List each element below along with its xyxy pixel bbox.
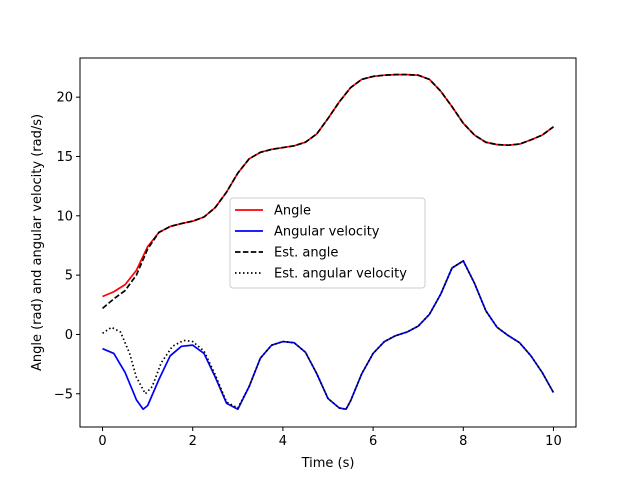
x-tick-label: 8 xyxy=(459,434,467,449)
legend-label: Angular velocity xyxy=(274,225,380,240)
x-ticks: 0 2 4 6 8 10 xyxy=(98,427,562,449)
series-line-3 xyxy=(102,73,554,310)
y-tick-label: 0 xyxy=(65,328,73,343)
x-tick-label: 10 xyxy=(545,434,562,449)
legend: Angle Angular velocity Est. angle Est. angu… xyxy=(229,197,426,289)
y-tick-label: 5 xyxy=(65,269,73,284)
series-line-4 xyxy=(102,260,555,411)
y-tick-label: 20 xyxy=(56,91,73,106)
legend-label: Est. angle xyxy=(274,246,338,261)
legend-label: Angle xyxy=(274,204,311,219)
x-tick-label: 2 xyxy=(189,434,197,449)
plot-frame xyxy=(79,57,577,428)
series-layer xyxy=(102,73,555,411)
y-tick-label: −5 xyxy=(54,387,73,402)
y-ticks: −5 0 5 10 15 20 xyxy=(54,91,80,402)
x-tick-label: 6 xyxy=(369,434,377,449)
legend-box xyxy=(229,197,426,289)
y-tick-label: 10 xyxy=(56,209,73,224)
y-tick-label: 15 xyxy=(56,150,73,165)
x-axis-label: Time (s) xyxy=(301,456,355,471)
x-tick-label: 4 xyxy=(279,434,287,449)
legend-label: Est. angular velocity xyxy=(274,267,407,282)
y-axis-label: Angle (rad) and angular velocity (rad/s) xyxy=(30,114,45,371)
x-tick-label: 0 xyxy=(98,434,106,449)
